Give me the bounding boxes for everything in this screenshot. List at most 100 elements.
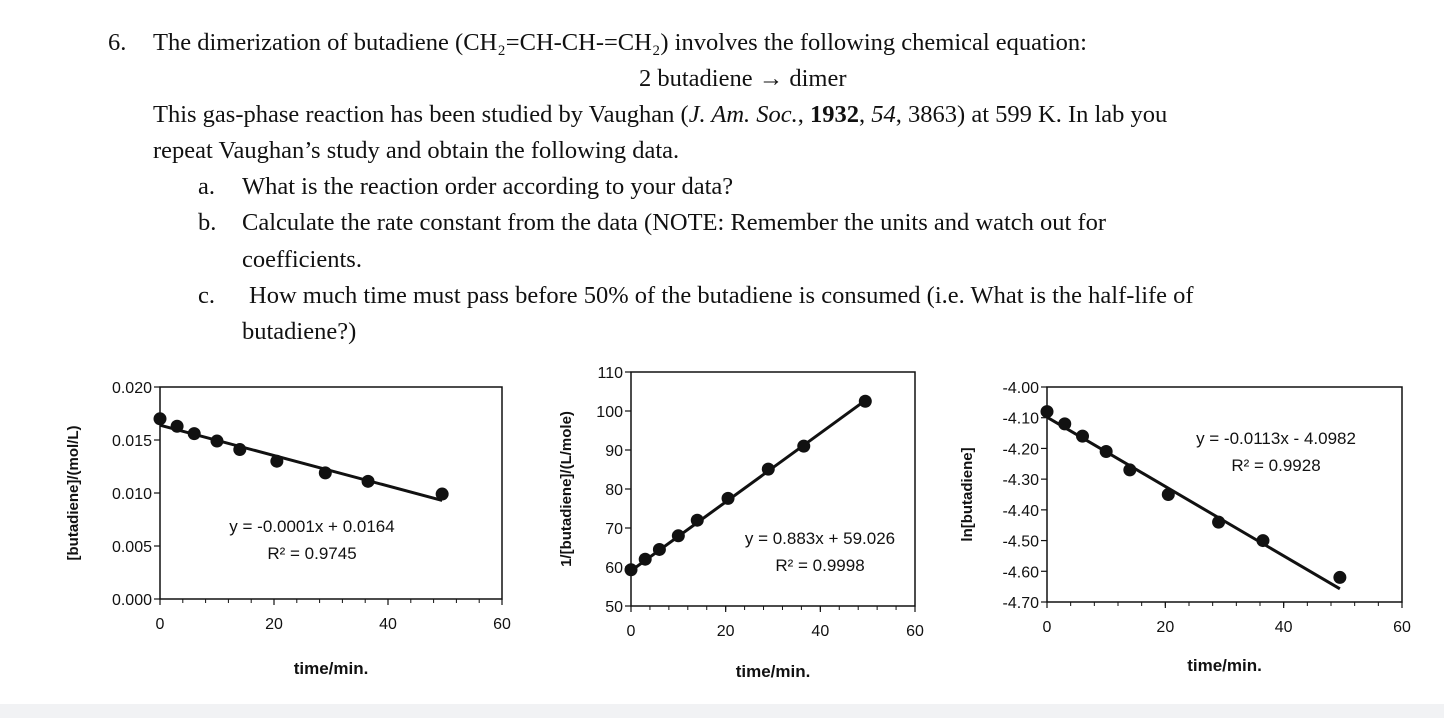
data-point bbox=[435, 487, 449, 501]
problem-line-1: The dimerization of butadiene (CH₂=CH-CH… bbox=[153, 29, 1087, 56]
y-tick-label: -4.10 bbox=[1003, 411, 1040, 428]
y-tick-label: -4.40 bbox=[1003, 503, 1040, 520]
data-point bbox=[153, 412, 167, 426]
problem-line-4: repeat Vaughan’s study and obtain the fo… bbox=[153, 137, 680, 164]
x-axis-label: time/min. bbox=[736, 662, 811, 681]
citation-volume: 54 bbox=[871, 101, 896, 128]
y-tick-label: 70 bbox=[605, 521, 623, 538]
data-point bbox=[233, 443, 247, 457]
citation-sep: , bbox=[797, 101, 811, 128]
y-axis-label: ln[butadiene] bbox=[959, 447, 976, 541]
trendline-equation: y = -0.0001x + 0.0164 bbox=[229, 517, 394, 536]
data-point bbox=[652, 542, 666, 556]
trendline-equation: y = -0.0113x - 4.0982 bbox=[1196, 429, 1356, 448]
bottom-band bbox=[0, 704, 1444, 718]
data-point bbox=[210, 434, 224, 448]
trendline bbox=[159, 423, 443, 502]
x-tick-label: 0 bbox=[1043, 619, 1052, 636]
chart-2: 0 20 40 60 50 60 70 80 90 100 110 y = 0.883x + 59.0… bbox=[558, 365, 924, 681]
data-point bbox=[671, 529, 685, 543]
data-point bbox=[1123, 463, 1137, 477]
y-tick-label: -4.50 bbox=[1003, 534, 1040, 551]
y-tick-label: 90 bbox=[605, 443, 623, 460]
y-tick-label: -4.20 bbox=[1003, 441, 1040, 458]
y-tick-label: 100 bbox=[596, 404, 623, 421]
x-tick-label: 40 bbox=[1275, 619, 1293, 636]
part-c-text-cont: butadiene?) bbox=[242, 318, 357, 345]
y-tick-label: -4.70 bbox=[1003, 595, 1040, 612]
y-tick-label: -4.60 bbox=[1003, 564, 1040, 581]
data-point bbox=[1212, 515, 1226, 529]
data-point bbox=[638, 552, 652, 566]
y-tick-label: 110 bbox=[597, 365, 623, 382]
trendline-equation: y = 0.883x + 59.026 bbox=[745, 529, 895, 548]
y-tick-label: 60 bbox=[605, 560, 623, 577]
data-point bbox=[318, 466, 332, 480]
x-tick-label: 0 bbox=[627, 623, 636, 640]
chemical-equation: 2 butadiene → dimer bbox=[639, 65, 847, 92]
part-a-label: a. bbox=[198, 173, 215, 200]
data-point bbox=[1076, 429, 1089, 443]
part-b-label: b. bbox=[198, 209, 217, 236]
data-point bbox=[858, 394, 872, 408]
r-squared-label: R² = 0.9998 bbox=[775, 556, 864, 575]
data-point bbox=[1058, 417, 1072, 431]
y-tick-label: 0.020 bbox=[112, 380, 152, 397]
citation-year: 1932 bbox=[810, 101, 860, 128]
x-tick-label: 20 bbox=[265, 616, 283, 633]
plot-frame bbox=[630, 371, 916, 607]
x-tick-label: 40 bbox=[379, 616, 397, 633]
y-tick-label: 50 bbox=[605, 599, 623, 616]
y-tick-label: 0.015 bbox=[112, 433, 152, 450]
r-squared-label: R² = 0.9745 bbox=[267, 544, 356, 563]
x-tick-label: 60 bbox=[493, 616, 511, 633]
plot-frame bbox=[1046, 386, 1403, 603]
r-squared-label: R² = 0.9928 bbox=[1231, 456, 1320, 475]
citation-pre: This gas-phase reaction has been studied… bbox=[153, 101, 689, 128]
problem-line-3: This gas-phase reaction has been studied… bbox=[153, 101, 1168, 128]
data-point bbox=[1099, 445, 1113, 458]
data-point bbox=[1256, 534, 1270, 548]
y-tick-label: 0.010 bbox=[112, 486, 152, 503]
citation-post: , 3863) at 599 K. In lab you bbox=[895, 101, 1168, 128]
data-point bbox=[170, 419, 184, 433]
part-b-text-cont: coefficients. bbox=[242, 246, 362, 273]
x-axis-label: time/min. bbox=[294, 659, 369, 678]
y-tick-label: 0.005 bbox=[112, 539, 152, 556]
part-b-text: Calculate the rate constant from the dat… bbox=[242, 209, 1107, 236]
data-point bbox=[1040, 405, 1054, 419]
data-point bbox=[624, 563, 638, 577]
x-tick-label: 40 bbox=[811, 623, 829, 640]
y-tick-label: 0.000 bbox=[112, 592, 152, 609]
y-tick-label: 80 bbox=[605, 482, 623, 499]
data-point bbox=[721, 491, 735, 505]
chart-3: 0 20 40 60 -4.70 -4.60 -4.50 -4.40 -4.30 -4.20 -4.… bbox=[959, 380, 1411, 675]
trendline bbox=[1046, 415, 1341, 591]
x-tick-label: 20 bbox=[717, 623, 735, 640]
part-c-label: c. bbox=[198, 282, 215, 309]
data-point bbox=[270, 454, 284, 468]
data-point bbox=[797, 439, 811, 453]
y-axis-label: 1/[butadiene]/(L/mole) bbox=[558, 411, 575, 567]
part-a-text: What is the reaction order according to … bbox=[242, 173, 734, 200]
data-point bbox=[361, 474, 375, 488]
y-axis-label: [butadiene]/(mol/L) bbox=[65, 426, 82, 561]
y-tick-label: -4.30 bbox=[1003, 472, 1040, 489]
data-point bbox=[1333, 570, 1347, 584]
x-tick-label: 60 bbox=[906, 623, 924, 640]
data-point bbox=[1161, 488, 1175, 501]
journal-name: J. Am. Soc. bbox=[688, 101, 798, 128]
x-tick-label: 0 bbox=[156, 616, 165, 633]
x-axis-label: time/min. bbox=[1187, 656, 1262, 675]
data-point bbox=[761, 462, 775, 476]
y-tick-label: -4.00 bbox=[1003, 380, 1040, 397]
data-point bbox=[690, 513, 704, 527]
problem-number: 6. bbox=[108, 29, 127, 56]
plot-frame bbox=[159, 386, 503, 600]
x-tick-label: 20 bbox=[1156, 619, 1174, 636]
data-point bbox=[187, 427, 201, 441]
part-c-text: How much time must pass before 50% of th… bbox=[249, 282, 1194, 309]
chart-1: 0 20 40 60 0.000 0.005 0.010 0.015 0.020 y = -0.0… bbox=[65, 380, 511, 678]
trendline bbox=[630, 399, 867, 573]
